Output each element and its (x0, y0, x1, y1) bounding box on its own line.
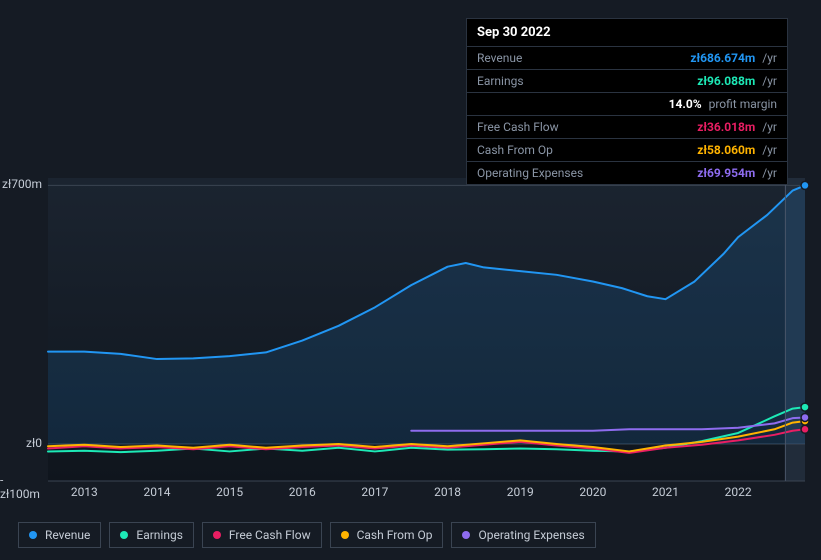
tooltip-row: Free Cash Flow zł36.018m /yr (467, 115, 787, 138)
legend-label: Earnings (136, 528, 183, 542)
legend-swatch (213, 531, 221, 539)
tooltip-row: 14.0% profit margin (467, 92, 787, 115)
x-axis-label: 2022 (725, 485, 752, 499)
chart-tooltip: Sep 30 2022 Revenue zł686.674m /yr Earning… (466, 18, 788, 185)
chart-legend: Revenue Earnings Free Cash Flow Cash From O… (18, 522, 596, 548)
legend-swatch (462, 531, 470, 539)
x-axis-label: 2013 (71, 485, 98, 499)
y-axis-label: zł700m (2, 177, 42, 191)
legend-swatch (120, 531, 128, 539)
x-axis-label: 2017 (361, 485, 388, 499)
x-axis-label: 2014 (143, 485, 170, 499)
x-axis-label: 2016 (289, 485, 316, 499)
tooltip-row-label: Revenue (477, 51, 522, 65)
legend-label: Operating Expenses (478, 528, 584, 542)
tooltip-row-label: Earnings (477, 74, 524, 88)
tooltip-row-value: zł96.088m /yr (697, 74, 777, 88)
legend-label: Free Cash Flow (229, 528, 311, 542)
legend-item-revenue[interactable]: Revenue (18, 522, 101, 548)
tooltip-row-value: 14.0% profit margin (669, 97, 777, 111)
tooltip-row: Earnings zł96.088m /yr (467, 69, 787, 92)
tooltip-row: Revenue zł686.674m /yr (467, 46, 787, 69)
legend-label: Cash From Op (357, 528, 433, 542)
legend-item-earnings[interactable]: Earnings (109, 522, 194, 548)
x-axis-label: 2015 (216, 485, 243, 499)
y-axis-label: -zł100m (0, 473, 42, 501)
tooltip-row: Cash From Op zł58.060m /yr (467, 138, 787, 161)
x-axis-label: 2020 (579, 485, 606, 499)
tooltip-row-label: Operating Expenses (477, 166, 583, 180)
x-axis-label: 2018 (434, 485, 461, 499)
x-axis-label: 2021 (652, 485, 679, 499)
legend-item-cfo[interactable]: Cash From Op (330, 522, 444, 548)
legend-swatch (29, 531, 37, 539)
tooltip-row-value: zł69.954m /yr (697, 166, 777, 180)
y-axis-label: zł0 (26, 436, 42, 450)
legend-label: Revenue (45, 528, 90, 542)
tooltip-row-label: Free Cash Flow (477, 120, 559, 134)
tooltip-date: Sep 30 2022 (467, 19, 787, 46)
legend-item-fcf[interactable]: Free Cash Flow (202, 522, 322, 548)
legend-swatch (341, 531, 349, 539)
legend-item-opex[interactable]: Operating Expenses (451, 522, 595, 548)
tooltip-row-value: zł686.674m /yr (690, 51, 777, 65)
tooltip-row-label: Cash From Op (477, 143, 553, 157)
tooltip-rows: Revenue zł686.674m /yr Earnings zł96.088m /… (467, 46, 787, 184)
x-axis-label: 2019 (507, 485, 534, 499)
tooltip-row-value: zł36.018m /yr (697, 120, 777, 134)
tooltip-row-value: zł58.060m /yr (697, 143, 777, 157)
tooltip-row: Operating Expenses zł69.954m /yr (467, 161, 787, 184)
